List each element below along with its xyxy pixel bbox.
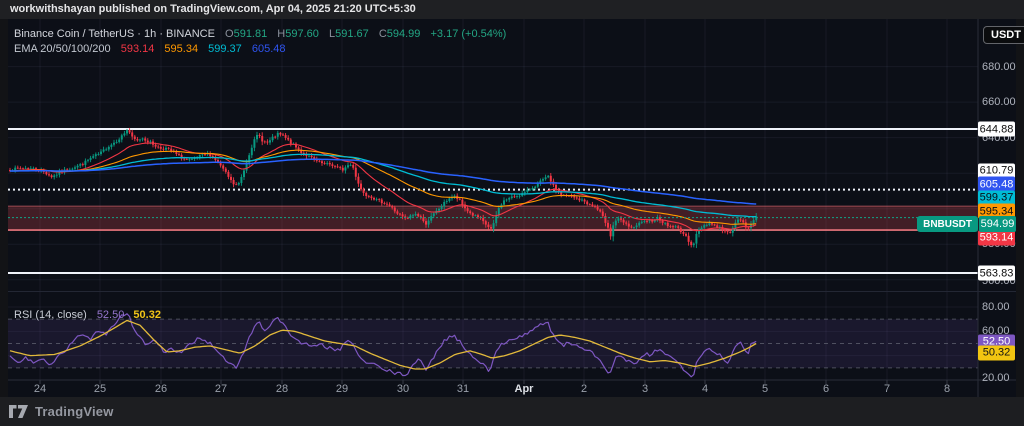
symbol-legend: Binance Coin / TetherUS · 1h · BINANCE O… — [14, 27, 506, 57]
currency-toggle-button[interactable]: USDT — [983, 26, 1024, 44]
low-value: 591.67 — [335, 28, 369, 40]
price-level-label: 563.83 — [978, 265, 1015, 281]
chart-left-frame — [0, 19, 8, 397]
low-label: L — [328, 28, 336, 40]
time-axis-label: 28 — [275, 383, 289, 395]
time-axis-label: 8 — [943, 383, 951, 395]
rsi-legend: RSI (14, close) 52.50 50.32 — [14, 309, 161, 321]
time-axis-label: 24 — [33, 383, 47, 395]
time-axis-label: 25 — [93, 383, 107, 395]
price-level-label: 599.37 — [978, 190, 1015, 205]
published-bar: workwithshayan published on TradingView.… — [0, 0, 1024, 19]
time-axis-label: 6 — [822, 383, 830, 395]
open-value: 591.81 — [233, 28, 268, 40]
ema200-value: 605.48 — [251, 43, 286, 55]
ema20-value: 593.14 — [120, 43, 155, 55]
high-label: H — [277, 28, 286, 40]
chart-right-frame — [1016, 19, 1024, 397]
chart-plot-area[interactable] — [8, 19, 1016, 397]
ema100-value: 599.37 — [208, 43, 242, 55]
open-label: O — [225, 28, 234, 40]
rsi-ma-value: 50.32 — [133, 309, 161, 321]
published-text: workwithshayan published on TradingView.… — [10, 3, 416, 15]
time-axis-label: 7 — [883, 383, 891, 395]
price-level-label: 605.48 — [978, 176, 1015, 192]
symbol-tag: BNBUSDT — [917, 216, 978, 232]
symbol-title: Binance Coin / TetherUS · 1h · BINANCE — [14, 28, 215, 40]
high-value: 597.60 — [285, 28, 319, 40]
rsi-indicator-label[interactable]: RSI (14, close) — [14, 309, 87, 321]
time-axis-label: 5 — [761, 383, 769, 395]
time-axis-label: 29 — [335, 383, 349, 395]
change-value: +3.17 (+0.54%) — [430, 28, 507, 40]
ema50-value: 595.34 — [164, 43, 199, 55]
close-label: C — [378, 28, 387, 40]
price-axis-label: 680.00 — [982, 60, 1016, 73]
time-axis[interactable] — [8, 380, 978, 397]
footer-bar: TradingView — [0, 397, 1024, 426]
time-axis-label: 2 — [580, 383, 588, 395]
price-level-label: 644.88 — [978, 121, 1015, 137]
ema-indicator-label[interactable]: EMA 20/50/100/200 — [14, 43, 111, 55]
time-axis-label: 26 — [154, 383, 168, 395]
time-axis-label: 30 — [396, 383, 410, 395]
rsi-axis-label: 20.00 — [982, 372, 1010, 384]
time-axis-label: 27 — [214, 383, 228, 395]
price-axis-label: 660.00 — [982, 96, 1016, 109]
price-level-label: 610.79 — [978, 163, 1015, 178]
close-value: 594.99 — [386, 28, 421, 40]
time-axis-label: 3 — [641, 383, 649, 395]
tradingview-logo-icon[interactable] — [9, 405, 28, 418]
last-price-label: BNBUSDT 594.99 — [917, 216, 1016, 232]
price-level-label: 595.34 — [978, 203, 1015, 219]
tradingview-brand-link[interactable]: TradingView — [35, 404, 114, 419]
time-axis-label: Apr — [514, 383, 534, 395]
rsi-value-label: 50.32 — [978, 345, 1015, 360]
time-axis-label: 31 — [456, 383, 470, 395]
last-price-value: 594.99 — [979, 216, 1016, 232]
price-level-label: 593.14 — [978, 230, 1015, 245]
time-axis-label: 4 — [701, 383, 709, 395]
rsi-axis-label: 80.00 — [982, 301, 1010, 313]
rsi-value: 52.50 — [96, 309, 125, 321]
